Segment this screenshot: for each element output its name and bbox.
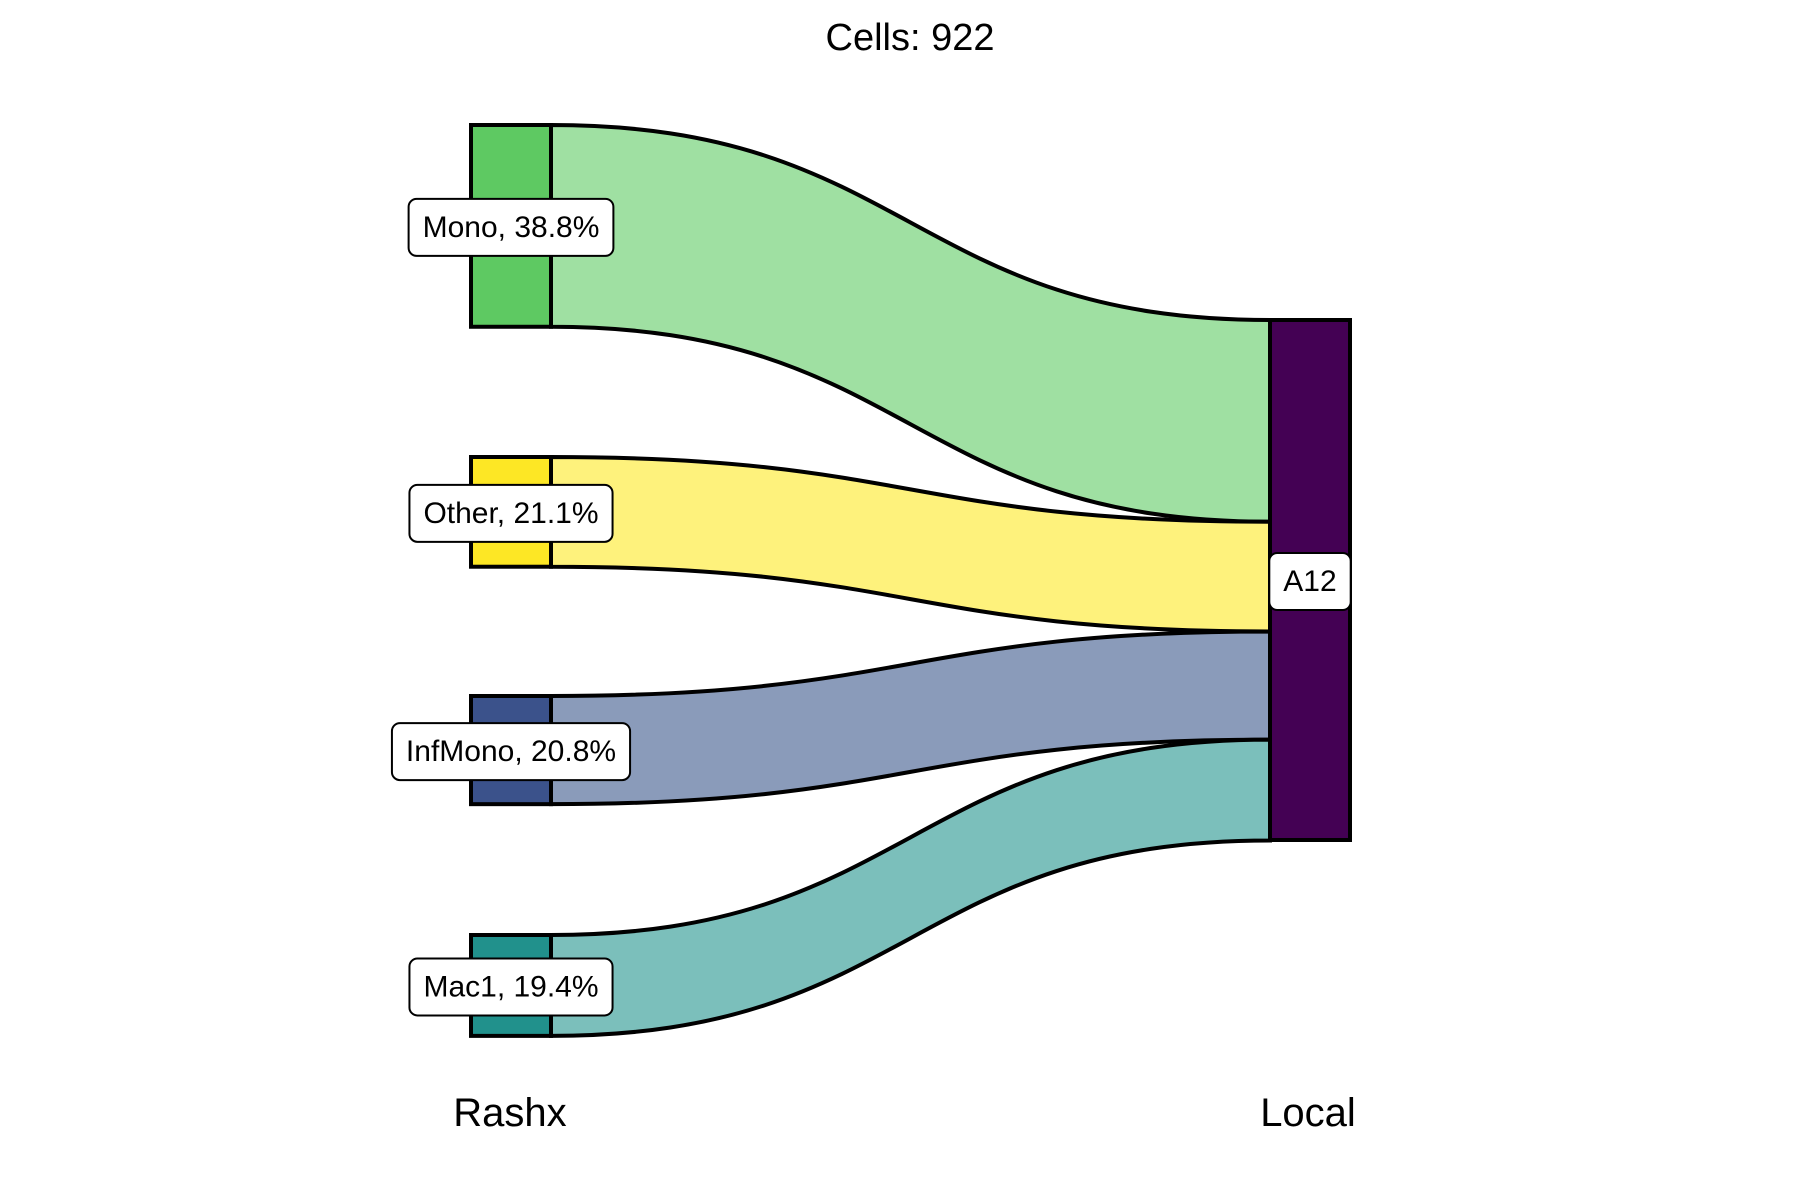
label-infmono: InfMono, 20.8% [390,722,632,782]
label-mac1: Mac1, 19.4% [408,957,614,1017]
label-mono-text: Mono, 38.8% [423,211,600,244]
label-infmono-text: InfMono, 20.8% [406,735,616,768]
label-a12: A12 [1268,552,1352,611]
label-a12-text: A12 [1283,565,1336,598]
labels-layer: Mono, 38.8% Other, 21.1% InfMono, 20.8% Mac… [390,197,1352,1017]
label-infmono-box [390,722,632,782]
label-other-text: Other, 21.1% [423,497,598,530]
label-mac1-text: Mac1, 19.4% [423,970,598,1003]
axis-label-right: Local [1260,1091,1356,1135]
chart-title: Cells: 922 [826,17,995,59]
label-other-box [408,483,614,543]
label-mono: Mono, 38.8% [407,197,615,257]
flows-layer [549,122,1272,1038]
label-a12-box [1268,552,1352,611]
label-other: Other, 21.1% [408,483,614,543]
label-mono-box [407,197,615,257]
label-mac1-box [408,957,614,1017]
axis-label-left: Rashx [453,1091,566,1135]
